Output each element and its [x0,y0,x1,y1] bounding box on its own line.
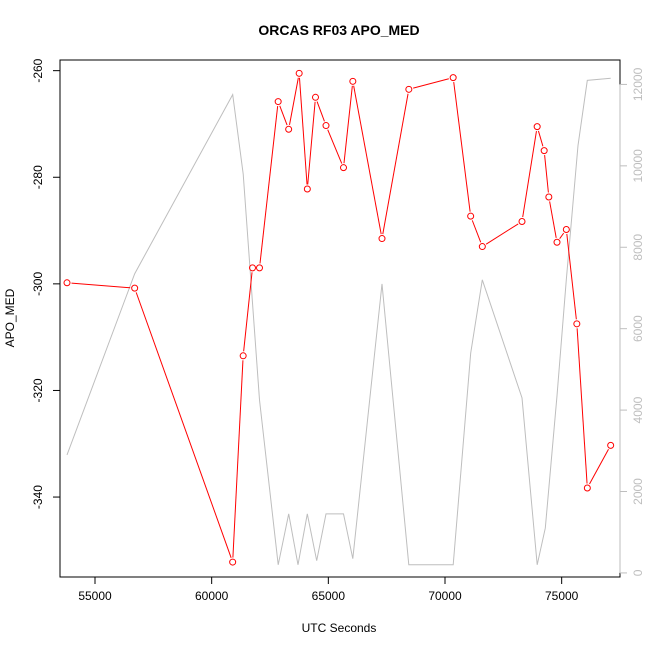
y2-tick-label: 10000 [631,149,645,183]
data-point [312,93,319,101]
data-point [378,235,386,243]
series-layer [63,69,615,566]
primary-series-segment [327,129,343,164]
data-point [562,225,570,233]
y-axis: -340 -320 -300 -280 -260 [31,58,61,509]
primary-series-segment [316,101,325,122]
primary-series-segment [279,105,288,126]
x-tick-label: 75000 [545,589,579,603]
data-point [229,558,237,566]
data-point [478,243,486,251]
chart-title: ORCAS RF03 APO_MED [258,22,419,38]
data-point [340,164,347,172]
primary-series-segment [135,292,232,559]
data-point [553,238,561,246]
primary-series-segment [243,272,253,352]
primary-series-segment [307,101,316,185]
primary-series-segment [589,449,609,485]
primary-series-segment [453,81,471,212]
primary-series-segment [413,78,449,89]
primary-series-segment [71,282,131,289]
data-point [249,264,256,272]
x-tick-label: 70000 [428,589,462,603]
y-axis-label: APO_MED [3,288,17,347]
primary-series-segment [289,77,299,125]
y-tick-label: -260 [31,58,45,82]
x-tick-label: 65000 [312,589,346,603]
primary-series-segment [298,77,308,185]
y-tick-label: -340 [31,485,45,509]
data-point [239,352,247,360]
y-tick-label: -300 [31,272,45,296]
primary-series-segment [566,233,577,320]
data-point [131,284,139,292]
x-tick-label: 55000 [78,589,112,603]
primary-series-segment [471,220,482,243]
primary-series-segment [259,105,279,264]
y-tick-label: -280 [31,165,45,189]
data-point [274,98,282,106]
y2-tick-label: 4000 [631,396,645,423]
primary-series-segment [353,85,382,235]
primary-series-segment [232,360,244,558]
x-axis-label: UTC Seconds [302,621,377,635]
y2-tick-label: 6000 [631,315,645,342]
data-point [63,279,71,287]
primary-series-segment [544,155,549,193]
data-point [518,217,526,225]
x-axis: 55000 60000 65000 70000 75000 [78,576,579,603]
secondary-series-line [66,77,611,566]
data-point [607,441,615,449]
y2-tick-label: 2000 [631,478,645,505]
data-point [285,125,293,133]
x-tick-label: 60000 [195,589,229,603]
y2-tick-label: 0 [631,569,645,576]
data-point [405,85,413,93]
data-point [303,185,311,193]
data-point [295,69,303,77]
data-point [449,74,457,82]
data-point [467,212,475,220]
primary-series-segment [522,130,537,218]
data-point [573,320,581,328]
data-point [349,77,357,85]
primary-series-segment [485,223,519,245]
primary-series-segment [549,201,557,238]
plot-box [59,59,621,578]
data-point [322,122,330,130]
primary-series-segment [343,85,353,164]
primary-series-segment [537,130,544,147]
primary-series-segment [576,328,588,484]
primary-series-segment [559,232,565,239]
y2-tick-label: 12000 [631,67,645,101]
data-point [583,484,591,492]
data-point [545,193,553,201]
y-tick-label: -320 [31,378,45,402]
data-point [533,123,541,131]
y2-axis: 0 2000 4000 6000 8000 10000 12000 [619,67,645,576]
y2-tick-label: 8000 [631,234,645,261]
primary-series-segment [382,93,409,235]
data-point [256,264,263,272]
data-point [540,147,548,155]
